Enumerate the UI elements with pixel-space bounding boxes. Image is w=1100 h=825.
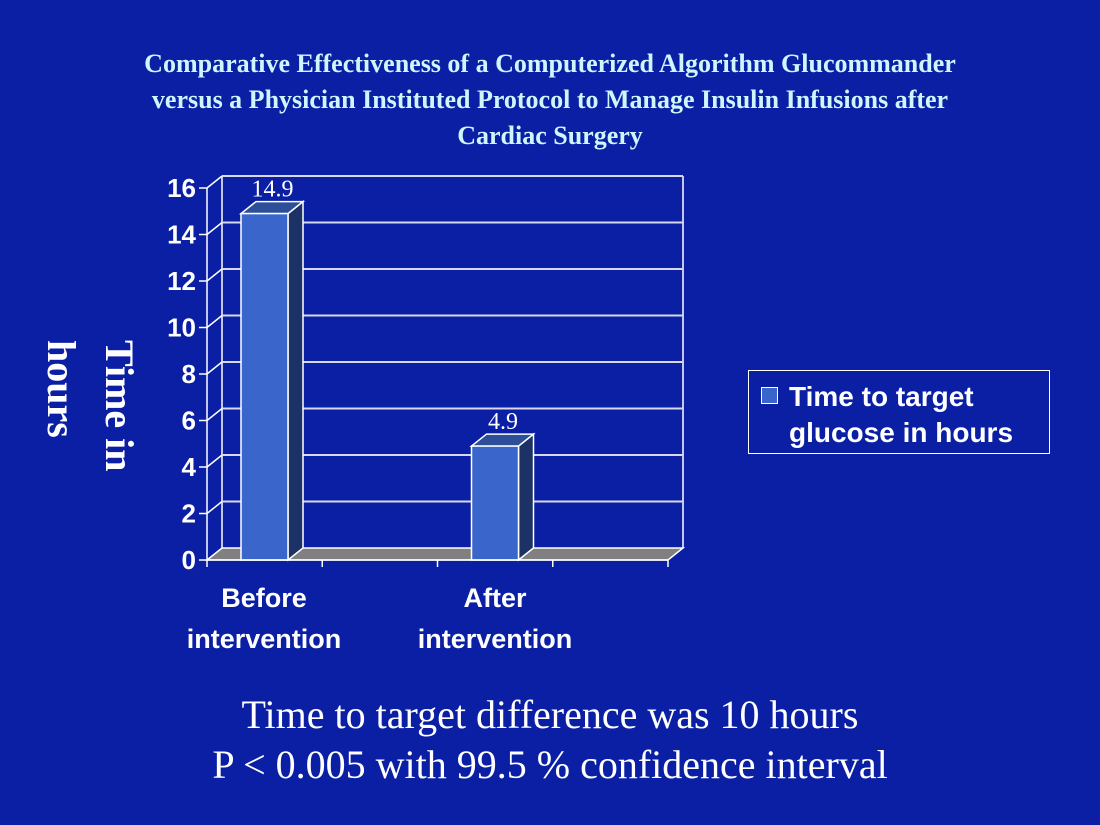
x-label-before-line-1: Before bbox=[221, 583, 307, 613]
y-tick-label: 12 bbox=[167, 266, 196, 296]
bar-before: 14.9 bbox=[238, 177, 306, 562]
legend-entry-line-1: Time to target bbox=[789, 381, 974, 412]
x-label-after-line-2: intervention bbox=[417, 624, 573, 654]
slide-title: Comparative Effectiveness of a Computeri… bbox=[0, 46, 1100, 154]
bar-after: 4.9 bbox=[469, 409, 536, 562]
y-tick-label: 2 bbox=[182, 499, 196, 529]
y-axis-title: Time in hours bbox=[28, 340, 148, 480]
footer-line-1: Time to target difference was 10 hours bbox=[241, 692, 859, 737]
bars: 14.9 4.9 bbox=[238, 177, 536, 562]
y-axis: 0 2 4 6 8 10 12 14 16 bbox=[167, 173, 223, 575]
footer-text: Time to target difference was 10 hours P… bbox=[0, 690, 1100, 790]
y-tick-label: 6 bbox=[182, 406, 196, 436]
x-axis bbox=[206, 559, 669, 567]
title-line-2: versus a Physician Instituted Protocol t… bbox=[151, 85, 949, 114]
chart-legend: Time to target glucose in hours bbox=[748, 370, 1050, 454]
title-line-1: Comparative Effectiveness of a Computeri… bbox=[144, 49, 956, 78]
x-label-before: Before intervention bbox=[154, 578, 374, 660]
y-axis-title-line-2: hours bbox=[39, 340, 84, 438]
y-tick-label: 10 bbox=[167, 313, 196, 343]
x-label-before-line-2: intervention bbox=[186, 624, 342, 654]
x-label-after: After intervention bbox=[385, 578, 605, 660]
y-tick-label: 8 bbox=[182, 359, 196, 389]
x-label-after-line-1: After bbox=[463, 583, 527, 613]
y-tick-label: 4 bbox=[182, 452, 197, 482]
footer-line-2: P < 0.005 with 99.5 % confidence interva… bbox=[212, 742, 888, 787]
y-tick-label: 0 bbox=[182, 545, 196, 575]
data-label: 4.9 bbox=[488, 409, 518, 435]
y-tick-label: 14 bbox=[167, 220, 196, 250]
y-tick-label: 16 bbox=[167, 173, 196, 203]
y-axis-title-line-1: Time in bbox=[97, 340, 142, 472]
data-label: 14.9 bbox=[252, 177, 294, 203]
legend-entry-line-2: glucose in hours bbox=[789, 417, 1014, 448]
legend-swatch-icon bbox=[761, 387, 778, 404]
legend-entry: Time to target glucose in hours bbox=[789, 379, 1013, 451]
title-line-3: Cardiac Surgery bbox=[457, 121, 643, 150]
